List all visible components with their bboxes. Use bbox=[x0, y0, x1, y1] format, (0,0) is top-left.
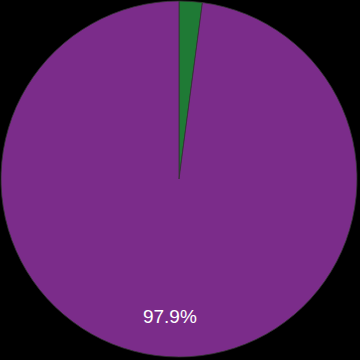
data-labels: 97.9% bbox=[143, 306, 197, 327]
data-label: 97.9% bbox=[143, 306, 197, 327]
background bbox=[0, 0, 360, 360]
chart-svg: 97.9% bbox=[0, 0, 360, 360]
chart-container: 97.9% bbox=[0, 0, 360, 360]
pie-slice bbox=[1, 1, 357, 357]
slices bbox=[1, 1, 357, 357]
